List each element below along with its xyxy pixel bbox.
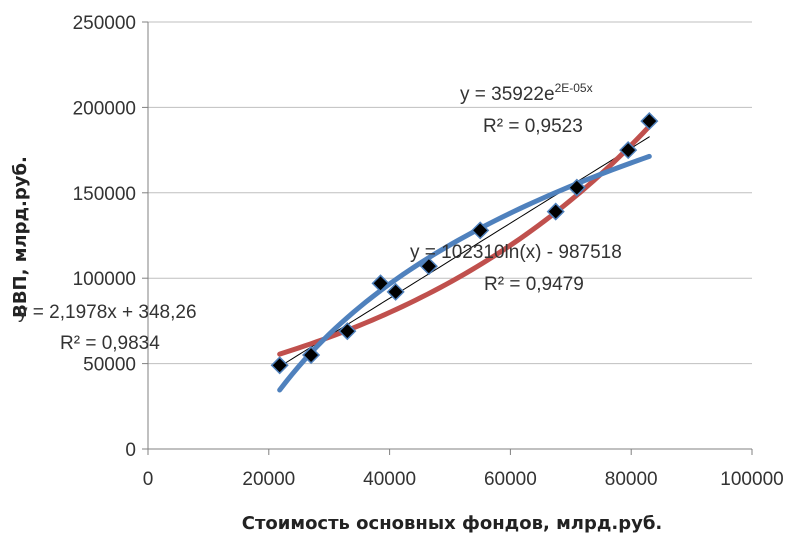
gridlines [148,21,752,365]
data-point [619,141,638,160]
data-point [546,202,565,221]
logarithmic-trendline [277,153,652,393]
y-tick-label: 250000 [73,13,136,34]
data-point [640,112,659,131]
y-tick-label: 150000 [73,184,136,205]
x-tick-label: 20000 [242,469,295,490]
x-tick-label: 60000 [484,469,537,490]
data-point [302,345,321,365]
y-tick-label: 0 [125,440,136,461]
linear-r2: R² = 0,9834 [60,333,160,354]
log-equation: y = 102310ln(x) - 987518 [410,242,622,263]
y-axis-title: ВВП, млрд.руб. [10,156,31,318]
exp-equation-exponent: 2E-05x [555,81,593,95]
data-point [371,274,390,293]
y-tick-label: 50000 [83,355,136,376]
x-tick-label: 80000 [605,469,658,490]
x-tick-label: 0 [143,469,154,490]
exp-equation: y = 35922e2E-05x [460,81,593,105]
data-point [567,178,586,197]
tick-labels: 0 50000 100000 150000 200000 250000 0 20000 4000… [73,13,784,490]
linear-equation: y = 2,1978x + 348,26 [18,302,197,323]
axes [142,21,753,455]
x-axis-title: Стоимость основных фондов, млрд.руб. [242,513,663,534]
data-point [338,322,357,341]
log-r2: R² = 0,9479 [484,274,584,295]
data-point [270,356,289,375]
exp-r2: R² = 0,9523 [483,116,583,137]
data-points [270,112,659,375]
data-point [419,257,438,276]
exp-equation-base: y = 35922e [460,84,555,105]
x-tick-label: 100000 [720,469,783,490]
exponential-trendline [277,123,652,357]
data-point [471,221,490,240]
x-tick-label: 40000 [363,469,416,490]
data-point [386,282,405,301]
y-tick-label: 200000 [73,98,136,119]
y-tick-label: 100000 [73,269,136,290]
